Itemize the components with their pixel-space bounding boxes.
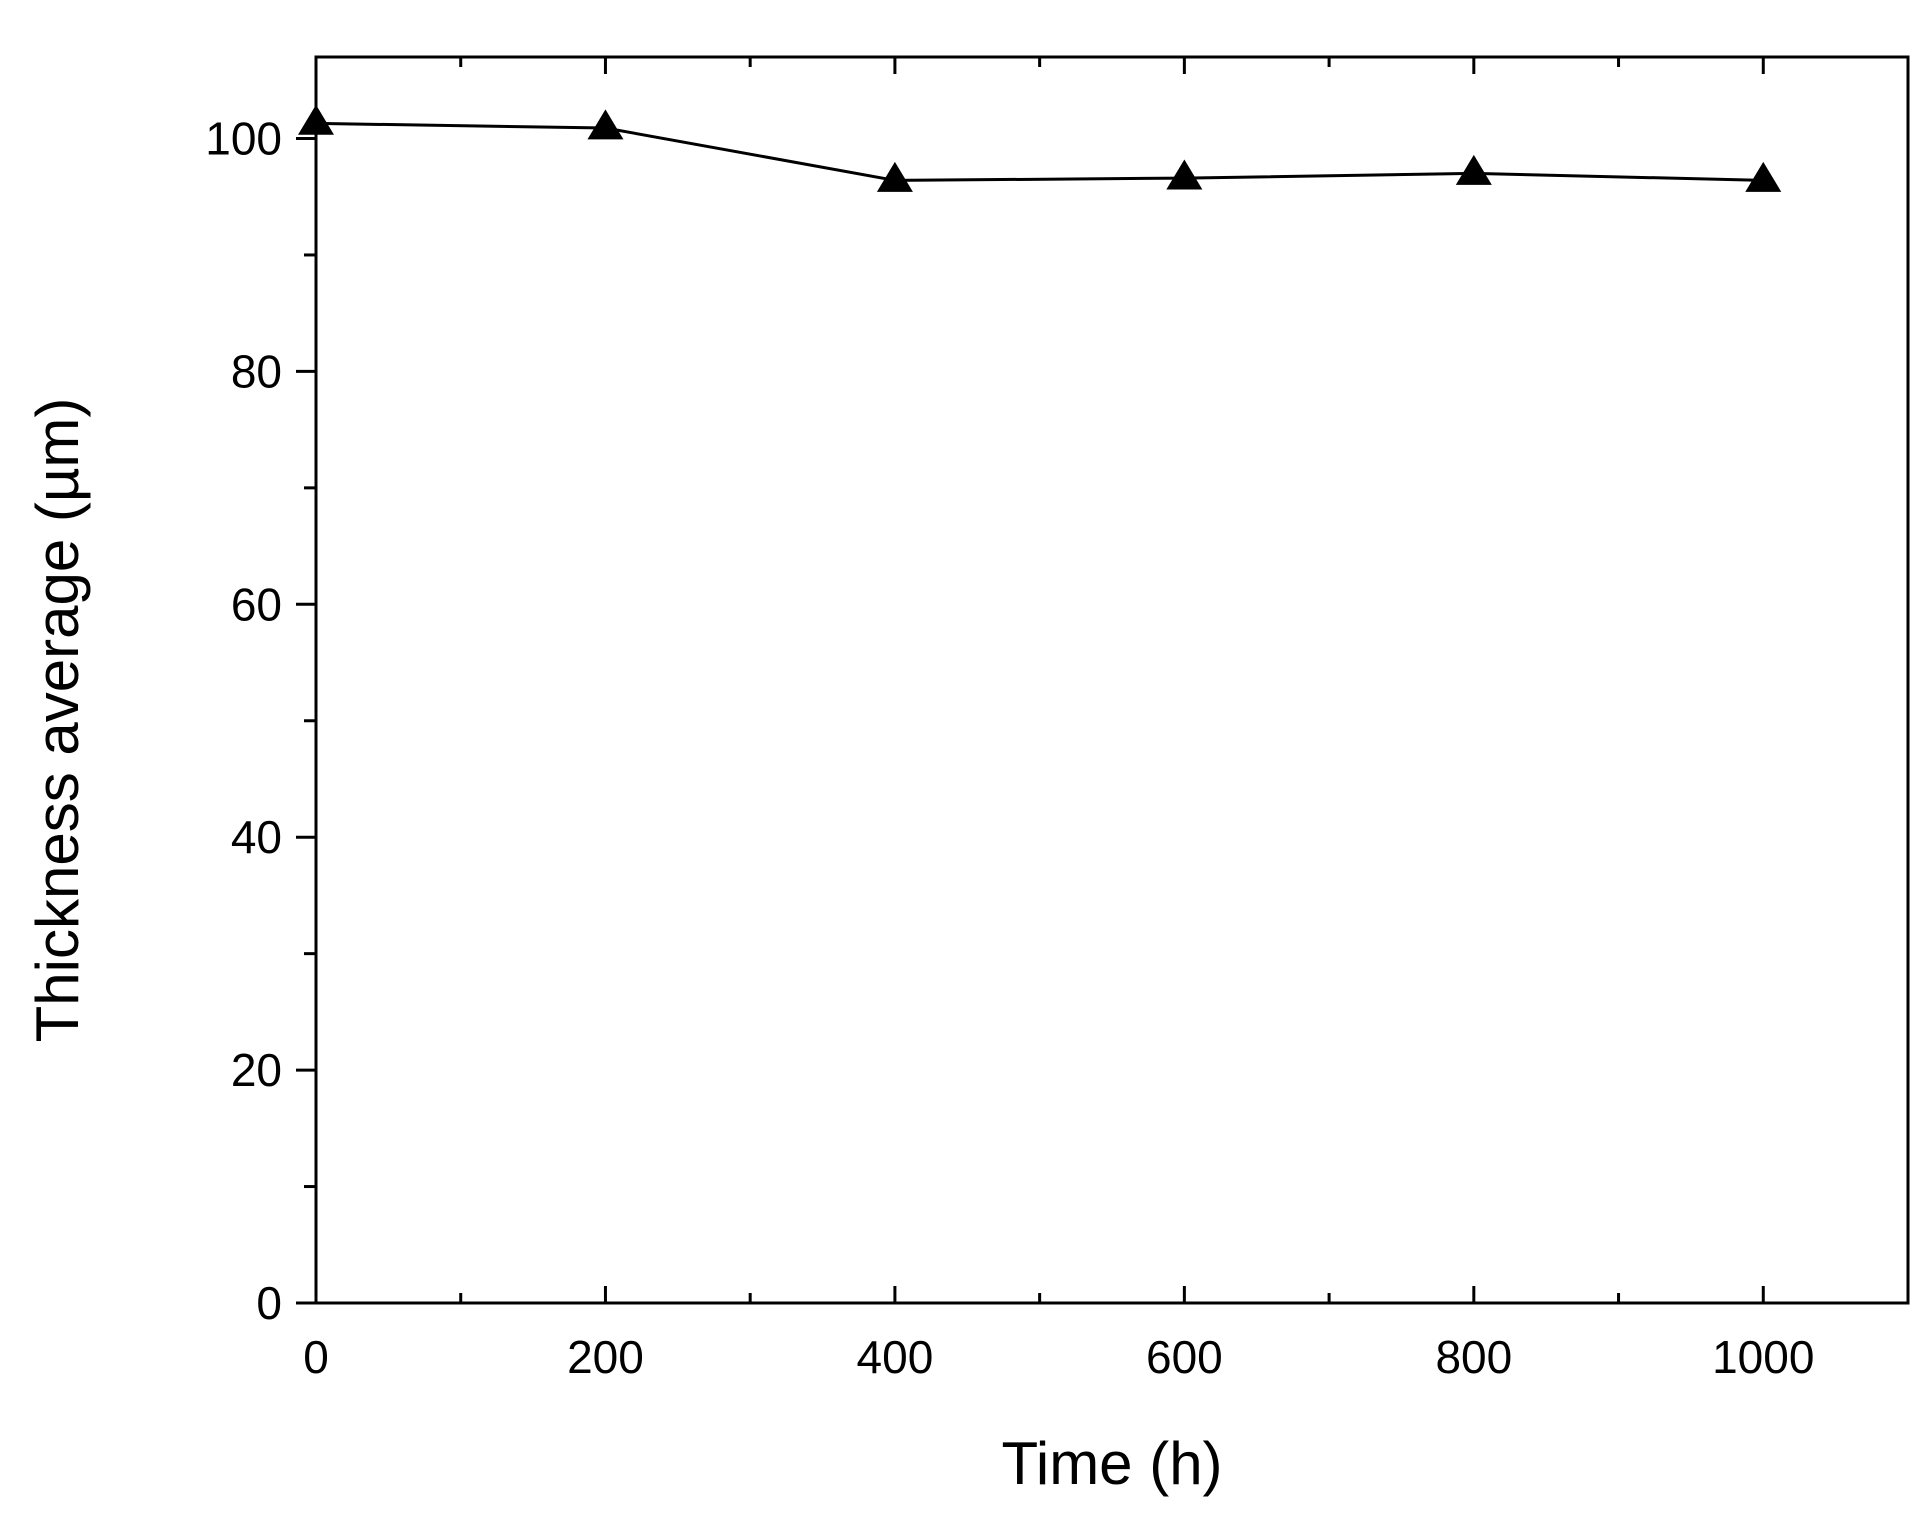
x-tick-label: 800	[1435, 1331, 1512, 1383]
data-point-marker	[1455, 154, 1492, 185]
x-tick-label: 0	[303, 1331, 329, 1383]
x-tick-label: 200	[567, 1331, 644, 1383]
x-tick-label: 1000	[1712, 1331, 1814, 1383]
data-point-marker	[1745, 161, 1782, 192]
data-point-marker	[876, 161, 913, 192]
y-axis-title: Thickness average (µm)	[24, 398, 91, 1043]
y-tick-label: 100	[205, 113, 282, 165]
data-point-marker	[298, 104, 334, 135]
x-axis-title: Time (h)	[1001, 1430, 1222, 1497]
series-line	[315, 121, 1764, 182]
y-tick-label: 40	[231, 811, 282, 863]
x-tick-label: 400	[857, 1331, 934, 1383]
data-point-marker	[1166, 159, 1203, 190]
x-tick-label: 600	[1146, 1331, 1223, 1383]
plot-frame	[314, 55, 1910, 1305]
data-point-marker	[587, 109, 624, 140]
plot-area: 0 200 400 600 800 1000 0 20 40 60 80 100	[205, 55, 1910, 1383]
y-tick-label: 80	[231, 345, 282, 397]
y-tick-label: 20	[231, 1044, 282, 1096]
y-tick-label: 60	[231, 578, 282, 630]
y-tick-label: 0	[256, 1277, 282, 1329]
